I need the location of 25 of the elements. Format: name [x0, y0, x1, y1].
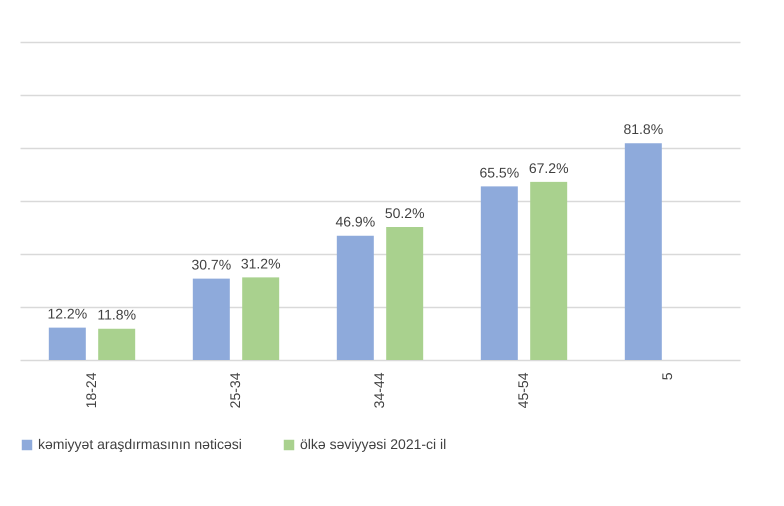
bar — [242, 277, 280, 360]
data-label: 46.9% — [335, 214, 376, 230]
x-tick-label: 34-44 — [371, 372, 387, 408]
data-label: 67.2% — [528, 160, 569, 176]
data-label: 12.2% — [47, 306, 88, 322]
bar — [624, 143, 662, 360]
data-label: 31.2% — [240, 255, 281, 272]
legend-label: kəmiyyət araşdırmasının nəticəsi — [38, 436, 242, 452]
x-tick-label: 25-34 — [227, 372, 243, 408]
x-tick-label: 5 — [659, 372, 675, 380]
bar — [48, 328, 86, 360]
data-label: 50.2% — [384, 204, 425, 221]
bar — [530, 182, 568, 360]
data-label: 81.8% — [623, 121, 664, 138]
x-tick-label: 45-54 — [515, 372, 531, 408]
bar — [98, 328, 136, 360]
data-label: 65.5% — [479, 164, 520, 180]
data-label: 11.8% — [97, 306, 136, 323]
x-tick-label: 18-24 — [83, 372, 99, 408]
bar — [192, 278, 230, 360]
bar — [480, 186, 518, 360]
data-label: 30.7% — [191, 256, 232, 273]
bar — [386, 226, 424, 360]
legend-label: ölkə səviyyəsi 2021-ci il — [300, 436, 446, 452]
bar — [336, 236, 374, 360]
